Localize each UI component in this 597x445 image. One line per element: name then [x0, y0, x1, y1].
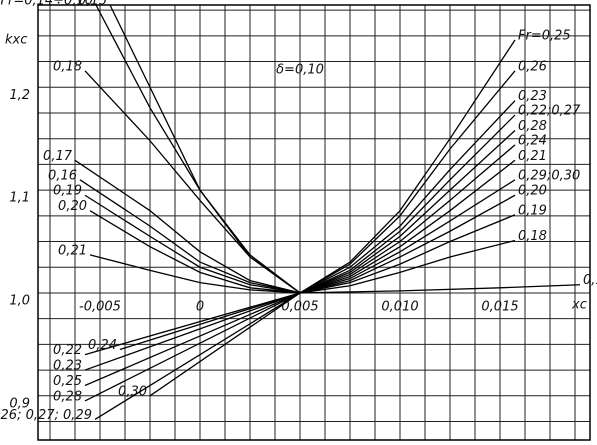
- curve: [89, 254, 301, 294]
- x-tick-label: 0,015: [481, 299, 518, 314]
- curve: [84, 70, 301, 294]
- curve: [84, 292, 301, 402]
- series-label: 0,18: [518, 229, 547, 244]
- series-label: 0,28: [53, 389, 82, 404]
- series-label: Fr=0,25: [518, 28, 571, 43]
- curve: [299, 284, 581, 294]
- curve: [299, 129, 516, 294]
- series-label: 0,24: [88, 338, 117, 353]
- x-tick-label: 0,005: [281, 299, 318, 314]
- curve: [299, 70, 516, 294]
- curve: [74, 159, 301, 294]
- series-label: 0,25: [53, 374, 82, 389]
- series-label: 0,18: [53, 59, 82, 74]
- series-label: 0,23: [518, 89, 547, 104]
- x-tick-label: 0,010: [381, 299, 418, 314]
- curve: [299, 194, 516, 294]
- x-tick-label: 0: [196, 299, 204, 314]
- y-tick-label: 0,9: [9, 396, 30, 411]
- series-label: 0,15: [78, 0, 107, 9]
- curve: [94, 292, 301, 420]
- x-tick-label: -0,005: [79, 299, 121, 314]
- y-tick-label: 1,2: [9, 88, 30, 103]
- y-tick-label: 1,1: [9, 191, 30, 206]
- curve: [109, 4, 301, 294]
- series-label: 0,16;0,17: [583, 273, 597, 288]
- curve: [79, 179, 301, 294]
- series-label: 0,22: [53, 343, 82, 358]
- x-axis-label: xc: [571, 298, 587, 313]
- series-label: 0,19: [53, 184, 82, 199]
- curve: [299, 159, 516, 294]
- series-label: 0,24: [518, 133, 547, 148]
- curve: [299, 239, 516, 294]
- series-label: 0,17: [43, 149, 73, 164]
- curve: [299, 39, 516, 294]
- curve: [84, 292, 301, 371]
- y-axis-label: kxc: [5, 33, 27, 48]
- plot-frame: [37, 4, 591, 441]
- curve: [299, 179, 516, 294]
- series-label: 0,30: [118, 384, 147, 399]
- series-label: 0,21: [518, 149, 547, 164]
- curve: [299, 214, 516, 294]
- series-label: 0,21: [58, 243, 87, 258]
- curve: [84, 292, 301, 387]
- series-label: 0,20: [58, 199, 87, 214]
- curve: [299, 114, 516, 294]
- series-label: 0,23: [53, 359, 82, 374]
- curve: [84, 194, 301, 294]
- series-label: 0,29;0,30: [518, 168, 580, 183]
- y-tick-label: 1,0: [9, 293, 30, 308]
- curve: [84, 292, 301, 356]
- series-label: 0,26: [518, 59, 547, 74]
- curve: [89, 210, 301, 294]
- curve: [149, 292, 301, 397]
- series-label: 0,16: [48, 168, 77, 183]
- series-label: 0,19: [518, 203, 547, 218]
- curve: [299, 100, 516, 294]
- series-label: 0,20: [518, 184, 547, 199]
- series-label: 0,26; 0,27; 0,29: [0, 408, 92, 423]
- series-label: Fr=0,14÷0,10: [1, 0, 94, 9]
- curve: [299, 144, 516, 294]
- curve: [119, 292, 301, 351]
- series-label: 0,28: [518, 119, 547, 134]
- series-label: 0,22;0,27: [518, 104, 581, 119]
